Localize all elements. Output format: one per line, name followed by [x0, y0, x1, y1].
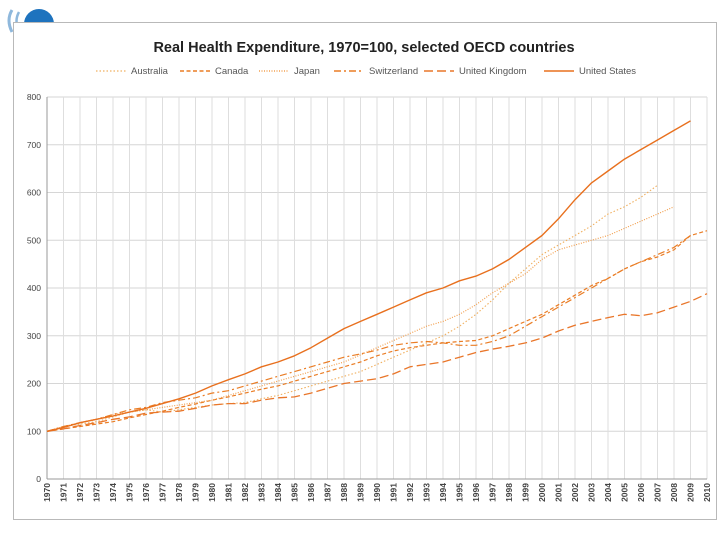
y-tick-label: 800 [27, 92, 41, 102]
legend-label: Canada [215, 66, 249, 77]
x-tick-label: 1977 [158, 483, 168, 502]
x-tick-label: 2008 [669, 483, 679, 502]
line-chart: Real Health Expenditure, 1970=100, selec… [27, 40, 712, 502]
series-line-united-states [46, 120, 691, 432]
series-line-australia [46, 184, 658, 432]
x-tick-label: 2000 [537, 483, 547, 502]
x-tick-label: 1983 [257, 483, 267, 502]
x-tick-label: 1990 [372, 483, 382, 502]
x-tick-label: 1978 [174, 483, 184, 502]
series-line-japan [46, 206, 675, 432]
x-tick-label: 1974 [108, 483, 118, 502]
x-tick-label: 1980 [207, 483, 217, 502]
legend-label: Japan [294, 66, 320, 77]
x-tick-label: 1981 [224, 483, 234, 502]
x-tick-label: 1992 [405, 483, 415, 502]
x-tick-label: 1993 [422, 483, 432, 502]
x-tick-label: 1975 [125, 483, 135, 502]
chart-frame: Real Health Expenditure, 1970=100, selec… [13, 22, 717, 520]
chart-legend: Australia Canada Japan Switzerland United Ki… [96, 66, 636, 77]
x-tick-label: 1976 [141, 483, 151, 502]
series-line-united-kingdom [46, 293, 708, 432]
x-tick-label: 1996 [471, 483, 481, 502]
x-tick-label: 2007 [653, 483, 663, 502]
x-tick-label: 1994 [438, 483, 448, 502]
x-tick-label: 1987 [323, 483, 333, 502]
x-tick-label: 2003 [587, 483, 597, 502]
x-tick-label: 1991 [389, 483, 399, 502]
x-tick-label: 1995 [455, 483, 465, 502]
y-tick-label: 700 [27, 140, 41, 150]
x-tick-label: 1973 [92, 483, 102, 502]
y-tick-label: 600 [27, 188, 41, 198]
x-tick-label: 1998 [504, 483, 514, 502]
chart-title: Real Health Expenditure, 1970=100, selec… [153, 40, 574, 56]
x-tick-label: 2001 [554, 483, 564, 502]
y-tick-label: 100 [27, 426, 41, 436]
x-tick-label: 2010 [702, 483, 712, 502]
x-tick-label: 1999 [521, 483, 531, 502]
y-tick-label: 400 [27, 283, 41, 293]
x-tick-label: 1972 [75, 483, 85, 502]
x-tick-label: 2004 [603, 483, 613, 502]
legend-label: United States [579, 66, 636, 77]
x-tick-label: 2005 [620, 483, 630, 502]
legend-label: United Kingdom [459, 66, 527, 77]
x-tick-label: 2006 [636, 483, 646, 502]
x-tick-label: 1984 [273, 483, 283, 502]
x-tick-label: 1985 [290, 483, 300, 502]
x-axis: 1970 1971 1972 1973 1974 1975 1976 1977 1978 1979… [42, 478, 712, 502]
legend-label: Australia [131, 66, 169, 77]
legend-label: Switzerland [369, 66, 418, 77]
gridlines [46, 96, 708, 480]
x-tick-label: 1997 [488, 483, 498, 502]
x-tick-label: 1988 [339, 483, 349, 502]
x-tick-label: 1982 [240, 483, 250, 502]
x-tick-label: 1979 [191, 483, 201, 502]
y-tick-label: 300 [27, 331, 41, 341]
series-line-switzerland [46, 235, 691, 432]
x-tick-label: 1970 [42, 483, 52, 502]
x-tick-label: 1971 [59, 483, 69, 502]
series-lines [46, 120, 708, 432]
x-tick-label: 1986 [306, 483, 316, 502]
x-tick-label: 2002 [570, 483, 580, 502]
x-tick-label: 1989 [356, 483, 366, 502]
y-tick-label: 500 [27, 235, 41, 245]
y-tick-label: 200 [27, 379, 41, 389]
x-tick-label: 2009 [686, 483, 696, 502]
y-axis: 0 100 200 300 400 500 600 700 800 [27, 92, 48, 484]
y-tick-label: 0 [36, 474, 41, 484]
